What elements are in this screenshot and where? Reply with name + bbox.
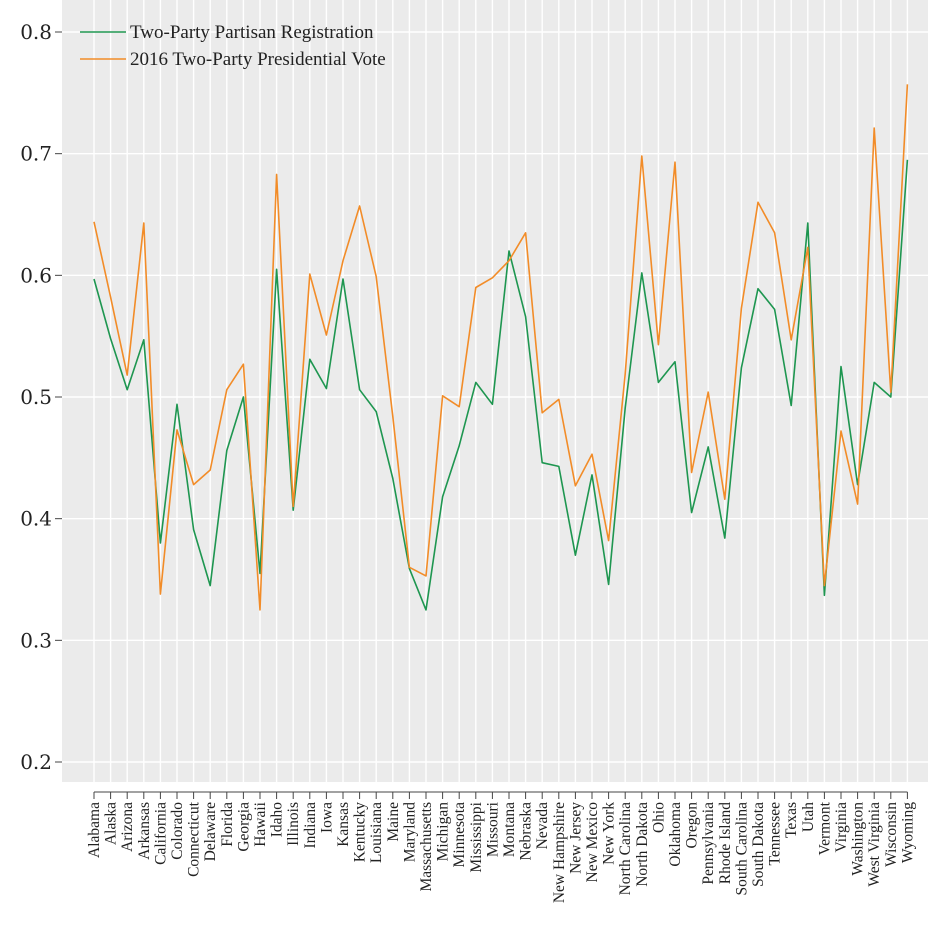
x-tick-label: California — [152, 802, 169, 865]
x-tick-label: New Hampshire — [551, 802, 568, 903]
x-tick-label: Florida — [219, 802, 236, 847]
series-line-1 — [93, 159, 909, 611]
x-tick-label: Iowa — [318, 802, 335, 833]
y-tick-label: 0.3 — [20, 628, 52, 652]
x-tick-label: Wyoming — [899, 802, 916, 863]
x-tick-label: Virginia — [833, 802, 850, 853]
x-tick-label: Indiana — [302, 802, 319, 849]
x-tick-label: Texas — [783, 802, 800, 838]
x-tick-label: South Dakota — [750, 802, 767, 887]
y-tick-label: 0.8 — [20, 20, 52, 44]
x-axis: Alabama Alaska Arizona Arkansas California Co… — [86, 791, 916, 903]
grid-lines — [62, 0, 928, 782]
x-tick-label: Nebraska — [518, 802, 535, 861]
x-tick-label: Mississippi — [468, 801, 485, 872]
x-tick-label: Hawaii — [252, 801, 269, 846]
x-tick-label: Idaho — [269, 802, 286, 838]
x-tick-label: South Carolina — [733, 802, 750, 896]
x-tick-label: Alabama — [86, 802, 103, 858]
y-axis: 0.2 0.3 0.4 0.5 0.6 0.7 0.8 — [20, 20, 62, 774]
x-tick-label: Massachusetts — [418, 802, 435, 892]
legend: Two-Party Partisan Registration 2016 Two-… — [80, 22, 386, 70]
x-tick-label: Montana — [501, 802, 518, 857]
y-tick-label: 0.2 — [20, 750, 52, 774]
x-tick-label: New Mexico — [584, 802, 601, 883]
x-tick-label: Ohio — [650, 802, 667, 833]
x-tick-label: North Dakota — [634, 802, 651, 887]
legend-label: Two-Party Partisan Registration — [130, 22, 374, 43]
x-tick-label: Oregon — [684, 802, 701, 849]
x-tick-label: Wisconsin — [883, 802, 900, 867]
x-tick-label: Oklahoma — [667, 802, 684, 867]
x-tick-label: Kentucky — [352, 802, 369, 863]
x-tick-label: Michigan — [435, 802, 452, 862]
x-tick-label: Maryland — [401, 802, 418, 863]
x-tick-label: Illinois — [285, 802, 302, 846]
x-tick-label: Alaska — [103, 802, 120, 845]
x-tick-label: Pennsylvania — [700, 802, 717, 885]
x-tick-label: New York — [601, 802, 618, 865]
x-tick-label: Louisiana — [368, 802, 385, 863]
y-tick-label: 0.7 — [20, 142, 52, 166]
x-tick-label: Delaware — [202, 802, 219, 861]
x-tick-label: North Carolina — [617, 802, 634, 896]
x-tick-label: West Virginia — [866, 802, 883, 887]
x-tick-label: Maine — [385, 802, 402, 842]
legend-label: 2016 Two-Party Presidential Vote — [130, 49, 386, 70]
x-tick-label: Georgia — [235, 802, 252, 852]
x-tick-label: Arkansas — [136, 802, 153, 860]
x-tick-label: Colorado — [169, 802, 186, 860]
x-tick-label: Rhode Island — [717, 802, 734, 884]
x-tick-label: Arizona — [119, 802, 136, 852]
x-tick-label: Minnesota — [451, 802, 468, 868]
x-tick-label: Connecticut — [186, 801, 203, 877]
x-tick-label: New Jersey — [567, 802, 584, 874]
x-tick-label: Tennessee — [767, 802, 784, 866]
x-tick-label: Vermont — [816, 801, 833, 855]
series-layer — [93, 84, 909, 611]
x-tick-label: Kansas — [335, 802, 352, 847]
plot-background — [62, 0, 928, 782]
series-line-2 — [93, 84, 909, 611]
y-tick-label: 0.6 — [20, 263, 52, 287]
x-tick-label: Missouri — [484, 801, 501, 857]
x-tick-label: Utah — [800, 802, 817, 832]
x-tick-label: Washington — [850, 802, 867, 876]
x-tick-label: Nevada — [534, 802, 551, 849]
y-tick-label: 0.5 — [20, 385, 52, 409]
y-tick-label: 0.4 — [20, 507, 52, 531]
